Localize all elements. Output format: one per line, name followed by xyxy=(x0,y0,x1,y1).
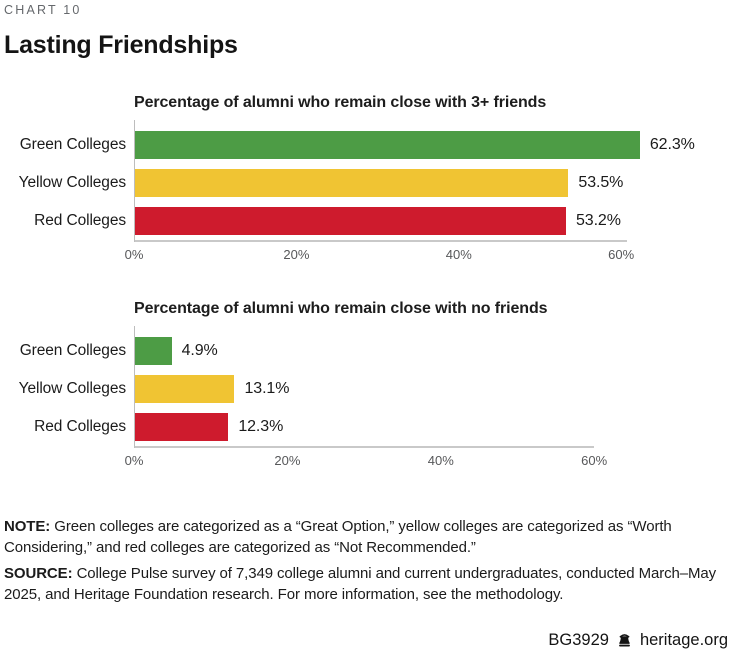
note-body: Green colleges are categorized as a “Gre… xyxy=(4,518,672,556)
bar xyxy=(134,375,235,403)
bar-row: 62.3% xyxy=(134,126,730,164)
bar xyxy=(134,131,640,159)
chart-title: Percentage of alumni who remain close wi… xyxy=(134,94,547,111)
chart-title: Percentage of alumni who remain close wi… xyxy=(134,300,548,317)
bar-row: 12.3% xyxy=(134,408,730,446)
y-axis-line xyxy=(134,326,135,448)
report-id: BG3929 xyxy=(548,631,609,649)
chart-body: Green Colleges Yellow Colleges Red College… xyxy=(4,120,730,262)
x-tick-label: 60% xyxy=(608,247,635,262)
x-tick-label: 20% xyxy=(274,453,301,468)
bar-row: 53.2% xyxy=(134,202,730,240)
category-label: Yellow Colleges xyxy=(18,174,126,191)
plot-area: 62.3% 53.5% 53.2% 0% 20% 40% 60% xyxy=(125,120,730,262)
bar xyxy=(134,169,569,197)
x-tick-label: 0% xyxy=(124,247,144,262)
category-label: Red Colleges xyxy=(34,418,126,435)
source-label: SOURCE: xyxy=(4,565,73,582)
x-axis-ticks: 0% 20% 40% 60% xyxy=(125,448,730,468)
value-label: 53.2% xyxy=(575,212,621,229)
bar-row: 13.1% xyxy=(134,370,730,408)
category-label: Red Colleges xyxy=(34,212,126,229)
plot-area: 4.9% 13.1% 12.3% 0% 20% 40% 60% xyxy=(125,326,730,468)
note-label: NOTE: xyxy=(4,518,51,535)
source-text: SOURCE: College Pulse survey of 7,349 co… xyxy=(4,563,730,605)
liberty-bell-icon xyxy=(618,634,630,647)
bar xyxy=(134,337,172,365)
y-axis-line xyxy=(134,120,135,242)
source-body: College Pulse survey of 7,349 college al… xyxy=(4,565,717,603)
category-axis: Green Colleges Yellow Colleges Red College… xyxy=(4,332,134,468)
bar-row: 53.5% xyxy=(134,164,730,202)
footer: BG3929 heritage.org xyxy=(4,631,730,650)
chart-body: Green Colleges Yellow Colleges Red College… xyxy=(4,326,730,468)
chart-kicker: CHART 10 xyxy=(4,3,82,17)
value-label: 13.1% xyxy=(244,380,290,397)
category-axis: Green Colleges Yellow Colleges Red College… xyxy=(4,126,134,262)
site-text: heritage.org xyxy=(639,631,728,649)
category-label: Yellow Colleges xyxy=(18,380,126,397)
bar-rows: 4.9% 13.1% 12.3% xyxy=(134,332,730,446)
x-tick-label: 20% xyxy=(283,247,310,262)
x-tick-label: 0% xyxy=(124,453,144,468)
note-text: NOTE: Green colleges are categorized as … xyxy=(4,516,730,558)
bar xyxy=(134,413,229,441)
value-label: 12.3% xyxy=(238,418,284,435)
chart-no-friends: Percentage of alumni who remain close wi… xyxy=(4,299,730,468)
page-title: Lasting Friendships xyxy=(4,31,238,59)
x-tick-label: 60% xyxy=(581,453,608,468)
category-label: Green Colleges xyxy=(19,136,126,153)
value-label: 53.5% xyxy=(578,174,624,191)
x-axis-line xyxy=(134,446,594,448)
bar xyxy=(134,207,566,235)
x-axis-ticks: 0% 20% 40% 60% xyxy=(125,242,730,262)
bar-rows: 62.3% 53.5% 53.2% xyxy=(134,126,730,240)
x-tick-label: 40% xyxy=(427,453,454,468)
x-tick-label: 40% xyxy=(445,247,472,262)
value-label: 4.9% xyxy=(181,342,218,359)
bar-row: 4.9% xyxy=(134,332,730,370)
value-label: 62.3% xyxy=(649,136,695,153)
x-axis-line xyxy=(134,240,627,242)
chart-3plus-friends: Percentage of alumni who remain close wi… xyxy=(4,93,730,262)
category-label: Green Colleges xyxy=(19,342,126,359)
